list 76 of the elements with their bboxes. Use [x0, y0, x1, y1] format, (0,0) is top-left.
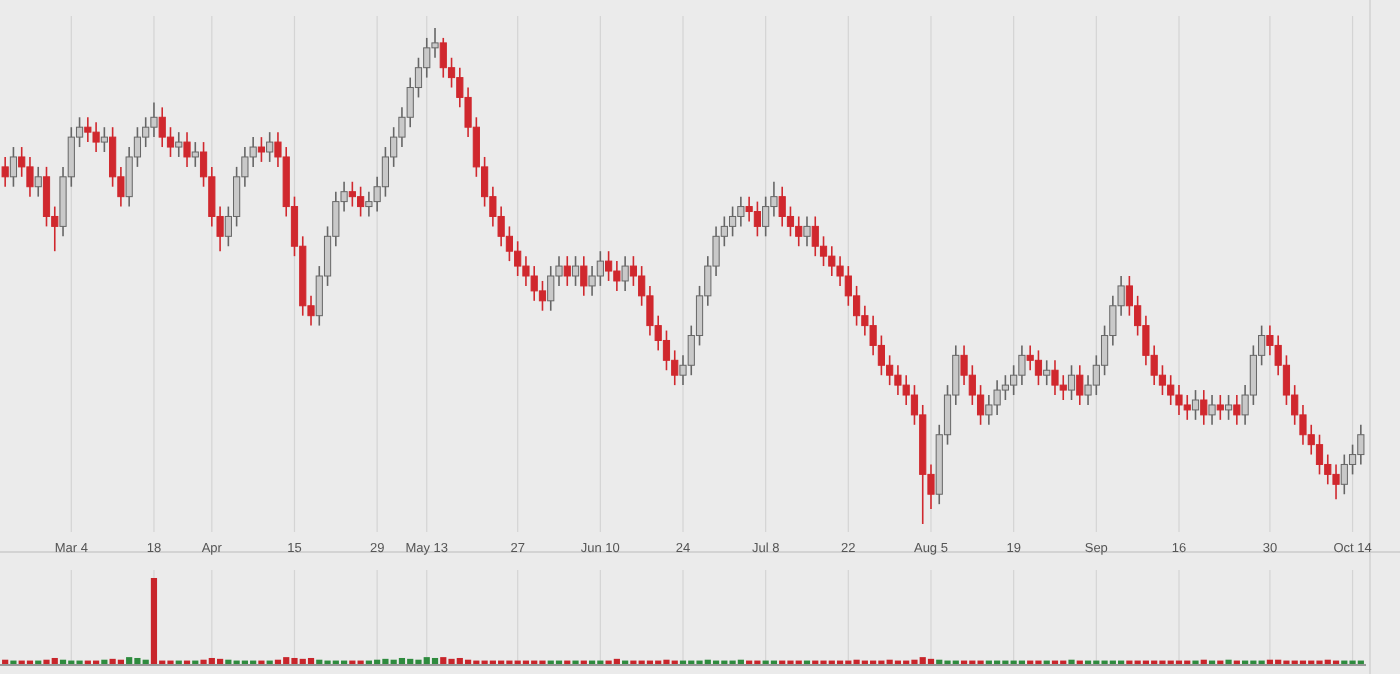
- bar: [150, 578, 158, 664]
- candlestick: [621, 255, 629, 292]
- candlestick: [753, 200, 761, 238]
- candlestick: [175, 131, 183, 158]
- candlestick: [795, 215, 803, 248]
- candlestick: [92, 121, 100, 153]
- candlestick: [1026, 344, 1034, 372]
- bar: [927, 658, 935, 664]
- candlestick: [613, 260, 621, 292]
- candlestick: [571, 255, 580, 287]
- candlestick: [1315, 433, 1324, 476]
- candlestick: [1332, 463, 1340, 500]
- bar: [283, 657, 290, 664]
- candlestick: [100, 126, 108, 153]
- bar: [382, 658, 389, 664]
- candlestick: [662, 329, 671, 372]
- candlestick: [778, 185, 786, 228]
- candlestick: [1191, 389, 1200, 421]
- bar: [216, 658, 224, 664]
- bar: [299, 658, 306, 664]
- bar: [208, 657, 215, 664]
- bar: [919, 657, 926, 664]
- candlestick: [42, 166, 51, 228]
- candlestick: [1034, 349, 1043, 386]
- bar: [398, 657, 406, 664]
- bar: [307, 657, 315, 664]
- candlestick: [1216, 394, 1224, 421]
- candlestick: [158, 106, 166, 148]
- bar: [448, 658, 455, 664]
- candlestick: [729, 205, 737, 238]
- candlestick: [9, 146, 18, 188]
- bar: [423, 657, 430, 664]
- candlestick: [538, 280, 547, 312]
- candlestick: [811, 215, 819, 257]
- candlestick: [257, 136, 266, 163]
- candlestick: [1340, 453, 1348, 496]
- candlestick: [737, 195, 745, 228]
- candlestick: [34, 166, 42, 198]
- bar: [431, 657, 439, 664]
- candlestick: [1357, 424, 1365, 466]
- bar: [126, 657, 133, 664]
- candlestick: [803, 215, 811, 248]
- candlestick: [1076, 364, 1084, 406]
- bar: [613, 658, 620, 664]
- bar: [440, 657, 447, 664]
- candlestick: [1, 156, 9, 188]
- bar: [291, 657, 298, 664]
- candlestick: [1224, 394, 1233, 421]
- bar: [456, 657, 463, 664]
- candlestick: [580, 255, 588, 297]
- candlestick: [588, 265, 596, 297]
- candlestick: [1067, 364, 1076, 401]
- candlestick: [183, 131, 191, 168]
- candlestick: [191, 141, 199, 168]
- candlestick: [439, 37, 447, 79]
- candlestick: [1167, 374, 1175, 406]
- candlestick: [547, 265, 555, 312]
- bar: [51, 657, 58, 664]
- candlestick: [745, 195, 753, 223]
- candlestick: [1043, 359, 1051, 386]
- bar: [109, 658, 116, 664]
- candlestick: [1200, 389, 1208, 426]
- candlestick: [348, 180, 356, 208]
- candlestick: [266, 131, 274, 163]
- candlestick: [26, 156, 34, 198]
- candlestick: [514, 240, 522, 277]
- bar: [134, 657, 141, 664]
- candlestick: [605, 250, 613, 282]
- candlestick: [1001, 374, 1009, 401]
- candlestick: [1018, 344, 1026, 386]
- candlestick: [1233, 394, 1241, 426]
- candlestick: [1051, 359, 1059, 396]
- candlestick: [1208, 394, 1216, 426]
- candlestick: [563, 255, 571, 287]
- bar: [407, 658, 414, 664]
- candlestick: [357, 185, 365, 218]
